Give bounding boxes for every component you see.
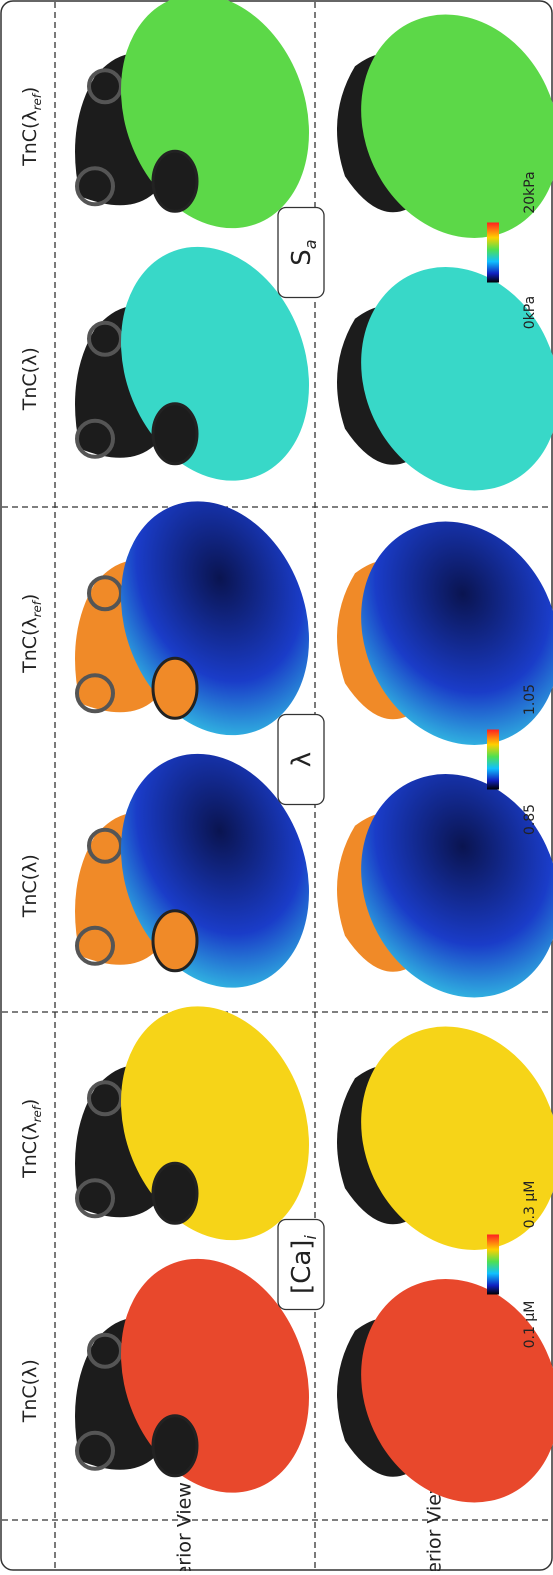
heart — [75, 753, 310, 988]
vessel — [75, 418, 115, 459]
colorbar — [487, 222, 499, 283]
label-text: ) — [19, 87, 41, 94]
subscript: ref — [30, 1104, 44, 1122]
quantity-label: Sa — [287, 239, 321, 265]
vessel — [75, 925, 115, 966]
quantity-box — [277, 206, 325, 299]
quantity-box — [277, 1218, 325, 1311]
heart — [75, 246, 310, 481]
label-text: TnC(λ) — [19, 854, 41, 918]
vessel — [87, 575, 123, 612]
subscript: ref — [30, 92, 44, 110]
vessel — [87, 827, 123, 864]
colorbar-min: 0kPa — [522, 296, 538, 329]
label-text: ) — [19, 594, 41, 601]
heart — [337, 1026, 553, 1250]
vessel — [87, 68, 123, 105]
label-text: [Ca] — [287, 1240, 317, 1294]
valve — [151, 656, 199, 720]
ventricle — [361, 521, 553, 745]
colorbar-min: 0.1 µM — [522, 1301, 538, 1349]
heart — [337, 521, 553, 745]
ventricle — [361, 267, 553, 491]
column-label: TnC(λ) — [19, 1359, 41, 1423]
label-text: TnC(λ) — [19, 347, 41, 411]
vessel — [75, 673, 115, 714]
quantity-label: λ — [287, 752, 317, 767]
valve — [151, 1414, 199, 1478]
subscript: a — [301, 239, 320, 249]
heart — [75, 1258, 310, 1493]
quantity-box — [277, 713, 325, 806]
vessel — [75, 1178, 115, 1219]
colorbar — [487, 1234, 499, 1295]
valve — [151, 1161, 199, 1225]
view-label: Posterior View — [424, 1478, 446, 1571]
label-text: S — [287, 249, 317, 266]
column-label: TnC(λref) — [19, 1099, 44, 1179]
column-label: TnC(λref) — [19, 87, 44, 167]
colorbar-max: 20kPa — [522, 171, 538, 213]
view-label: Anterior View — [174, 1482, 196, 1571]
heart — [75, 501, 310, 736]
heart — [337, 1279, 553, 1503]
ventricle — [361, 1279, 553, 1503]
label-text: ) — [19, 1099, 41, 1106]
label-text: TnC(λ — [19, 617, 41, 674]
label-text: TnC(λ — [19, 110, 41, 167]
heart — [75, 1006, 310, 1241]
label-text: TnC(λ — [19, 1122, 41, 1179]
label-text: TnC(λ) — [19, 1359, 41, 1423]
colorbar — [487, 729, 499, 790]
quantity-label: [Ca]i — [287, 1235, 321, 1294]
heart — [337, 774, 553, 998]
ventricle — [361, 774, 553, 998]
valve — [151, 149, 199, 213]
ventricle — [361, 14, 553, 238]
heart — [75, 0, 310, 229]
colorbar-max: 1.05 — [522, 684, 538, 715]
valve — [151, 909, 199, 973]
column-label: TnC(λ) — [19, 347, 41, 411]
column-label: TnC(λref) — [19, 594, 44, 674]
vessel — [87, 1332, 123, 1369]
subscript: ref — [30, 599, 44, 617]
subscript: i — [301, 1235, 320, 1240]
label-text: λ — [287, 752, 317, 767]
vessel — [87, 1080, 123, 1117]
ventricle — [361, 1026, 553, 1250]
heart — [337, 267, 553, 491]
colorbar-min: 0.85 — [522, 804, 538, 835]
heart — [337, 14, 553, 238]
column-label: TnC(λ) — [19, 854, 41, 918]
vessel — [75, 1430, 115, 1471]
vessel — [87, 320, 123, 357]
valve — [151, 402, 199, 466]
colorbar-max: 0.3 µM — [522, 1181, 538, 1229]
vessel — [75, 166, 115, 207]
